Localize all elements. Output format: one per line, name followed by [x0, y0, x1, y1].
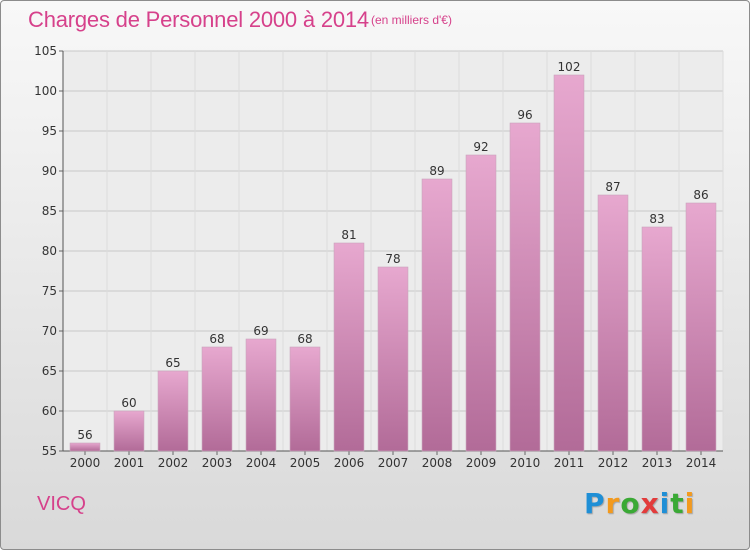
y-tick-label: 90 [42, 164, 57, 178]
bars [69, 74, 717, 452]
bar-value-label: 56 [77, 428, 92, 442]
y-tick-label: 60 [42, 404, 57, 418]
y-tick-label: 75 [42, 284, 57, 298]
chart-subtitle: (en milliers d'€) [371, 13, 452, 27]
bar [289, 346, 321, 452]
bar [641, 226, 673, 452]
bar-value-label: 65 [165, 356, 180, 370]
bar-value-label: 92 [473, 140, 488, 154]
y-tick-label: 55 [42, 444, 57, 458]
x-tick-label: 2003 [202, 456, 233, 470]
logo-letter: t [670, 487, 685, 520]
x-tick-label: 2013 [642, 456, 673, 470]
x-tick-label: 2011 [554, 456, 585, 470]
y-tick-label: 80 [42, 244, 57, 258]
x-tick-label: 2002 [158, 456, 189, 470]
logo-letter: x [640, 487, 660, 520]
y-tick-label: 85 [42, 204, 57, 218]
logo-letter: i [659, 487, 671, 520]
labels: 55 60 65 70 75 80 85 90 95 100 105 56 2000 60 2001 65 20… [34, 44, 716, 470]
bar [509, 122, 541, 452]
bar [113, 410, 145, 452]
y-tick-label: 105 [34, 44, 57, 58]
x-tick-label: 2008 [422, 456, 453, 470]
y-tick-label: 100 [34, 84, 57, 98]
x-tick-label: 2001 [114, 456, 145, 470]
bar-value-label: 68 [209, 332, 224, 346]
bar-value-label: 78 [385, 252, 400, 266]
bar-value-label: 83 [649, 212, 664, 226]
x-tick-label: 2010 [510, 456, 541, 470]
bar [421, 178, 453, 452]
bar-value-label: 86 [693, 188, 708, 202]
x-tick-label: 2009 [466, 456, 497, 470]
x-tick-label: 2007 [378, 456, 409, 470]
bar [597, 194, 629, 452]
bar [685, 202, 717, 452]
bar [201, 346, 233, 452]
y-tick-label: 65 [42, 364, 57, 378]
logo-letter: i [684, 487, 696, 520]
bar-value-label: 68 [297, 332, 312, 346]
x-tick-label: 2006 [334, 456, 365, 470]
bar [553, 74, 585, 452]
x-tick-label: 2012 [598, 456, 629, 470]
commune-name: VICQ [37, 493, 86, 515]
bar-value-label: 81 [341, 228, 356, 242]
x-tick-label: 2004 [246, 456, 277, 470]
x-tick-label: 2014 [686, 456, 717, 470]
bar-value-label: 87 [605, 180, 620, 194]
x-tick-label: 2000 [70, 456, 101, 470]
bar-value-label: 69 [253, 324, 268, 338]
x-tick-label: 2005 [290, 456, 321, 470]
bar-value-label: 102 [558, 60, 581, 74]
bar [69, 442, 101, 452]
logo-letter: r [605, 487, 621, 520]
bar [377, 266, 409, 452]
bar [465, 154, 497, 452]
bar-value-label: 96 [517, 108, 532, 122]
y-tick-label: 70 [42, 324, 57, 338]
bar-value-label: 60 [121, 396, 136, 410]
y-tick-label: 95 [42, 124, 57, 138]
chart-title: Charges de Personnel 2000 à 2014 [28, 7, 369, 32]
bar [245, 338, 277, 452]
bar-value-label: 89 [429, 164, 444, 178]
bar [157, 370, 189, 452]
proxiti-logo: Proxiti [584, 487, 695, 520]
logo-letter: o [620, 487, 641, 520]
bar [333, 242, 365, 452]
logo-letter: P [584, 487, 606, 520]
